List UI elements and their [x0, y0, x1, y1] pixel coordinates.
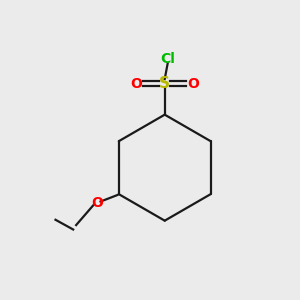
- Text: O: O: [130, 77, 142, 91]
- Text: S: S: [159, 76, 170, 91]
- Text: O: O: [187, 77, 199, 91]
- Text: Cl: Cl: [160, 52, 175, 66]
- Text: O: O: [91, 196, 103, 210]
